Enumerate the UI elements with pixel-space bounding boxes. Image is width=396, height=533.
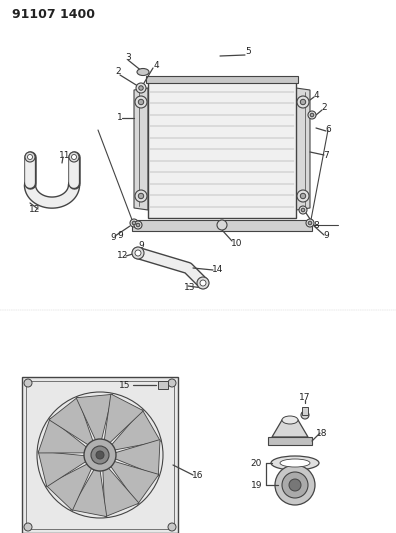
Circle shape	[134, 221, 142, 229]
Polygon shape	[148, 80, 296, 218]
Polygon shape	[114, 440, 160, 476]
Text: 12: 12	[117, 252, 129, 261]
Circle shape	[132, 221, 136, 225]
Text: 18: 18	[316, 429, 328, 438]
Polygon shape	[46, 463, 92, 511]
Text: 17: 17	[299, 392, 311, 401]
Polygon shape	[134, 88, 148, 210]
Polygon shape	[103, 467, 139, 517]
Circle shape	[138, 193, 144, 199]
Circle shape	[297, 96, 309, 108]
Circle shape	[24, 523, 32, 531]
Text: 9: 9	[117, 231, 123, 240]
Text: 6: 6	[325, 125, 331, 134]
Text: 19: 19	[251, 481, 262, 489]
Text: 8: 8	[313, 222, 319, 230]
Circle shape	[27, 155, 32, 159]
Circle shape	[135, 96, 147, 108]
Text: 91107 1400: 91107 1400	[12, 9, 95, 21]
Bar	[158, 381, 168, 389]
Circle shape	[135, 190, 147, 202]
Text: 20: 20	[251, 458, 262, 467]
Circle shape	[135, 250, 141, 256]
Ellipse shape	[271, 456, 319, 470]
Text: 11: 11	[59, 150, 71, 159]
Text: 9: 9	[323, 231, 329, 240]
Circle shape	[275, 465, 315, 505]
Circle shape	[25, 152, 35, 162]
Circle shape	[217, 220, 227, 230]
Text: 12: 12	[29, 206, 41, 214]
Polygon shape	[146, 76, 298, 83]
Circle shape	[24, 379, 32, 387]
Text: 4: 4	[313, 91, 319, 100]
Polygon shape	[272, 420, 308, 437]
Text: 4: 4	[153, 61, 159, 69]
Text: 2: 2	[321, 103, 327, 112]
Bar	[302, 407, 308, 415]
Circle shape	[301, 411, 309, 419]
Circle shape	[130, 219, 138, 227]
Circle shape	[84, 439, 116, 471]
Text: 1: 1	[117, 114, 123, 123]
Circle shape	[197, 277, 209, 289]
Polygon shape	[132, 220, 312, 231]
Text: 13: 13	[184, 284, 196, 293]
Polygon shape	[71, 468, 107, 516]
Text: 16: 16	[192, 471, 204, 480]
Circle shape	[139, 86, 143, 90]
Circle shape	[168, 523, 176, 531]
Circle shape	[136, 83, 146, 93]
Circle shape	[282, 472, 308, 498]
Circle shape	[289, 479, 301, 491]
Polygon shape	[49, 397, 93, 446]
Text: 14: 14	[212, 265, 224, 274]
Polygon shape	[110, 461, 159, 504]
Circle shape	[306, 219, 314, 227]
Polygon shape	[38, 418, 88, 453]
Polygon shape	[296, 88, 310, 210]
Text: 10: 10	[231, 238, 243, 247]
Circle shape	[69, 152, 79, 162]
Circle shape	[96, 451, 104, 459]
Circle shape	[200, 280, 206, 286]
Polygon shape	[104, 394, 143, 444]
Ellipse shape	[282, 416, 298, 424]
Circle shape	[91, 446, 109, 464]
Circle shape	[138, 99, 144, 104]
Text: 7: 7	[323, 150, 329, 159]
Circle shape	[300, 99, 306, 104]
Polygon shape	[110, 409, 160, 450]
Polygon shape	[76, 394, 112, 441]
Circle shape	[310, 113, 314, 117]
Circle shape	[301, 208, 305, 212]
Circle shape	[132, 247, 144, 259]
Ellipse shape	[280, 459, 310, 467]
Circle shape	[308, 221, 312, 225]
Circle shape	[308, 111, 316, 119]
Polygon shape	[268, 437, 312, 445]
Circle shape	[297, 190, 309, 202]
Text: 15: 15	[118, 381, 130, 390]
Circle shape	[299, 206, 307, 214]
Ellipse shape	[137, 69, 149, 76]
Text: 3: 3	[125, 53, 131, 62]
Text: 9: 9	[110, 233, 116, 243]
Circle shape	[300, 193, 306, 199]
Text: 2: 2	[115, 68, 121, 77]
Bar	[26, 381, 174, 529]
Circle shape	[168, 379, 176, 387]
Text: 5: 5	[245, 47, 251, 56]
Polygon shape	[38, 451, 87, 487]
Text: 9: 9	[138, 241, 144, 251]
Circle shape	[136, 223, 140, 227]
Bar	[22, 377, 178, 533]
Circle shape	[72, 155, 76, 159]
